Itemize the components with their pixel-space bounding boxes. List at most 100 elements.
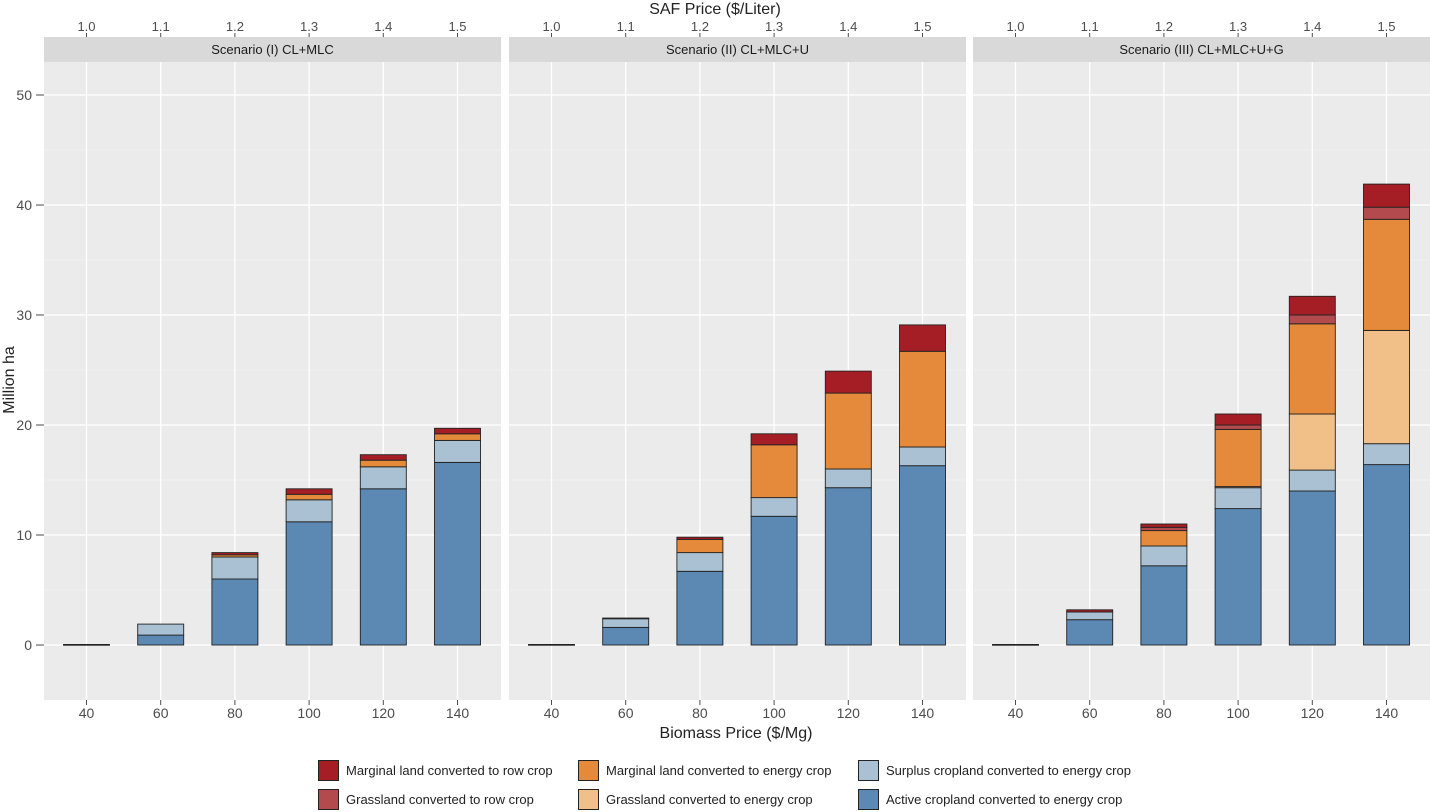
bar-segment-surplus	[1214, 487, 1262, 510]
bar-segment-active	[1363, 464, 1410, 646]
x-tick-label: 120	[1301, 705, 1325, 721]
top-tick-label: 1.2	[691, 19, 709, 34]
x-tick-label: 40	[1008, 705, 1024, 721]
legend-label: Grassland converted to row crop	[346, 792, 534, 807]
bar-segment-marginal-row	[1066, 609, 1114, 613]
y-tick-label: 50	[16, 87, 32, 103]
legend-item-grass-energy: Grassland converted to energy crop	[578, 789, 813, 810]
top-tick-label: 1.0	[77, 19, 95, 34]
top-tick-label: 1.5	[913, 19, 931, 34]
bar-segment-active	[750, 515, 798, 646]
facet-strip	[509, 37, 966, 62]
top-tick-label: 1.2	[1155, 19, 1173, 34]
legend-item-marginal-row: Marginal land converted to row crop	[318, 760, 553, 781]
bar-segment-surplus	[824, 468, 872, 489]
x-tick-label: 100	[1226, 705, 1250, 721]
bar-segment-surplus	[1140, 545, 1188, 567]
x-tick-label: 60	[1082, 705, 1098, 721]
legend-label: Surplus cropland converted to energy cro…	[886, 763, 1131, 778]
y-axis-title: Million ha	[1, 346, 18, 414]
bar-segment-marginal-row	[434, 427, 481, 435]
bar-segment-active	[63, 644, 110, 646]
legend-swatch	[318, 789, 339, 810]
x-tick-label: 100	[762, 705, 786, 721]
x-tick-label: 120	[837, 705, 861, 721]
bar-segment-grass-energy	[1363, 329, 1410, 445]
bar-segment-marginal-energy	[750, 444, 798, 499]
legend-swatch	[858, 789, 879, 810]
x-tick-label: 120	[372, 705, 396, 721]
bar-segment-marginal-row	[1214, 413, 1262, 426]
bar-segment-marginal-energy	[359, 459, 407, 468]
y-tick-label: 30	[16, 307, 32, 323]
bar-segment-surplus	[359, 466, 407, 490]
y-tick-label: 20	[16, 417, 32, 433]
legend-swatch	[318, 760, 339, 781]
x-axis-title: Biomass Price ($/Mg)	[660, 725, 813, 742]
bar-segment-surplus	[1066, 611, 1114, 621]
top-tick-label: 1.2	[226, 19, 244, 34]
bar-segment-marginal-row	[602, 617, 650, 620]
facet-title: Scenario (II) CL+MLC+U	[666, 42, 809, 57]
top-tick-label: 1.5	[448, 19, 466, 34]
bar-segment-active	[602, 626, 650, 646]
bar-segment-marginal-energy	[899, 350, 946, 448]
bar-segment-surplus	[434, 439, 481, 463]
bar-segment-surplus	[602, 618, 650, 628]
bar-segment-marginal-energy	[285, 493, 333, 501]
x-tick-label: 60	[153, 705, 169, 721]
bar-segment-grass-row	[1363, 206, 1410, 220]
legend-item-surplus: Surplus cropland converted to energy cro…	[858, 760, 1131, 781]
bar-segment-surplus	[1363, 443, 1410, 466]
facet-strip	[44, 37, 501, 62]
bar-segment-surplus	[676, 552, 724, 572]
x-tick-label: 140	[1375, 705, 1399, 721]
legend-swatch	[578, 789, 599, 810]
top-tick-label: 1.1	[1081, 19, 1099, 34]
panel-1: Scenario (I) CL+MLC 1.0 1.1 1.2 1.3 1.4 1.5 40 6…	[44, 19, 501, 721]
bar-segment-marginal-energy	[434, 433, 481, 441]
facet-title: Scenario (I) CL+MLC	[211, 42, 333, 57]
x-tick-label: 80	[227, 705, 243, 721]
x-tick-label: 40	[544, 705, 560, 721]
bar-segment-surplus	[211, 556, 259, 580]
bar-segment-active	[137, 634, 185, 646]
top-tick-label: 1.0	[542, 19, 560, 34]
bar-segment-marginal-energy	[1214, 428, 1262, 488]
bar-segment-surplus	[285, 499, 333, 523]
bar-segment-marginal-energy	[676, 538, 724, 554]
bar-segment-grass-row	[1214, 424, 1262, 430]
legend-label: Marginal land converted to energy crop	[606, 763, 832, 778]
bar-segment-active	[824, 487, 872, 646]
bar-segment-active	[211, 578, 259, 646]
bar-segment-active	[285, 521, 333, 646]
panel-2: Scenario (II) CL+MLC+U 1.0 1.1 1.2 1.3 1.4 1.5…	[509, 19, 966, 721]
bar-segment-marginal-row	[359, 454, 407, 461]
bar-segment-marginal-row	[676, 536, 724, 540]
panel-background	[509, 62, 966, 700]
legend-label: Marginal land converted to row crop	[346, 763, 553, 778]
bar-segment-surplus	[899, 446, 946, 467]
bar-segment-active	[899, 465, 946, 646]
legend-swatch	[858, 760, 879, 781]
legend-label: Active cropland converted to energy crop	[886, 792, 1123, 807]
bar-segment-marginal-energy	[824, 392, 872, 470]
x-tick-label: 40	[79, 705, 95, 721]
bar-segment-active	[1288, 490, 1336, 646]
bar-segment-marginal-row	[1363, 183, 1410, 208]
panel-background	[44, 62, 501, 700]
bar-segment-marginal-row	[1288, 295, 1336, 316]
top-tick-label: 1.4	[839, 19, 857, 34]
y-tick-label: 0	[24, 637, 32, 653]
bar-segment-grass-energy	[1288, 413, 1336, 471]
top-axis-title: SAF Price ($/Liter)	[649, 1, 781, 18]
bar-segment-grass-row	[1288, 314, 1336, 325]
top-tick-label: 1.3	[300, 19, 318, 34]
x-tick-label: 140	[911, 705, 935, 721]
bar-segment-marginal-row	[824, 370, 872, 394]
top-tick-label: 1.4	[374, 19, 392, 34]
bar-segment-active	[528, 644, 575, 646]
top-tick-label: 1.0	[1006, 19, 1024, 34]
legend-item-marginal-energy: Marginal land converted to energy crop	[578, 760, 831, 781]
